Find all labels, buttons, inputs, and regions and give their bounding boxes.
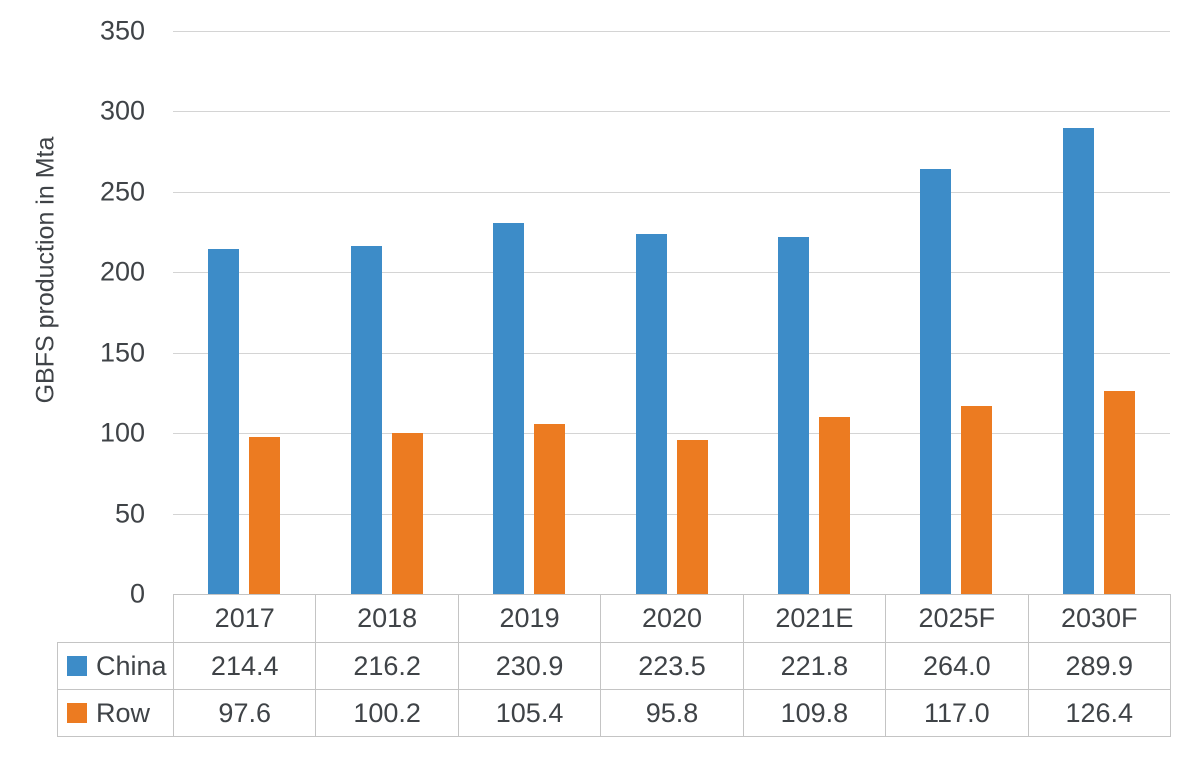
legend-label-china: China: [96, 650, 167, 681]
y-axis-tick-150: 150: [99, 337, 145, 368]
bar-china-2020: [635, 234, 667, 594]
bar-china-2017: [208, 249, 240, 594]
legend-cell-row: Row: [57, 689, 174, 737]
value-cell-china-2021e: 221.8: [742, 642, 887, 690]
legend-label-row: Row: [96, 697, 151, 728]
value-cell-row-2018: 100.2: [315, 689, 459, 737]
gridline-200: [173, 272, 1170, 274]
value-cell-row-2021e: 109.8: [742, 689, 887, 737]
value-cell-row-2025f: 117.0: [885, 689, 1029, 737]
y-axis-tick-200: 200: [99, 256, 145, 287]
table-row-row: Row 97.6 100.2 105.4 95.8 109.8 117.0 126.4: [57, 689, 1171, 737]
bar-row-2020: [676, 439, 708, 594]
gridline-50: [173, 513, 1170, 515]
bar-row-2021e: [818, 417, 850, 594]
value-cell-china-2019: 230.9: [457, 642, 602, 690]
y-axis-tick-250: 250: [99, 176, 145, 207]
bar-china-2019: [493, 222, 525, 594]
value-cell-row-2020: 95.8: [600, 689, 744, 737]
value-cell-row-2030f: 126.4: [1027, 689, 1171, 737]
value-cell-china-2025f: 264.0: [885, 642, 1029, 690]
column-header-2025f: 2025F: [885, 594, 1029, 643]
gridline-250: [173, 191, 1170, 193]
y-axis-tick-300: 300: [99, 95, 145, 126]
y-axis-tick-350: 350: [99, 15, 145, 46]
value-cell-row-2017: 97.6: [172, 689, 317, 737]
bar-row-2025f: [961, 405, 993, 594]
bar-row-2017: [249, 437, 281, 594]
column-header-2030f: 2030F: [1027, 594, 1171, 643]
table-corner-cell: [58, 595, 174, 643]
bar-row-2018: [391, 432, 423, 594]
table-row-china: China 214.4 216.2 230.9 223.5 221.8 264.0 289.9: [57, 642, 1171, 690]
column-header-2020: 2020: [600, 594, 744, 643]
legend-cell-china: China: [57, 642, 174, 690]
y-axis-tick-50: 50: [114, 498, 145, 529]
value-cell-china-2030f: 289.9: [1027, 642, 1171, 690]
gridline-150: [173, 352, 1170, 354]
bar-china-2025f: [920, 169, 952, 594]
y-axis-tick-0: 0: [129, 578, 145, 609]
legend-swatch-row-icon: [67, 702, 87, 723]
value-cell-china-2017: 214.4: [172, 642, 317, 690]
column-header-2017: 2017: [172, 594, 317, 643]
bar-row-2019: [534, 424, 566, 594]
value-cell-china-2020: 223.5: [600, 642, 744, 690]
bar-china-2021e: [777, 237, 809, 594]
column-header-2018: 2018: [315, 594, 459, 643]
value-cell-china-2018: 216.2: [315, 642, 459, 690]
bar-row-2030f: [1103, 390, 1135, 594]
column-header-2019: 2019: [457, 594, 602, 643]
bar-china-2030f: [1062, 127, 1094, 594]
gridline-100: [173, 433, 1170, 435]
legend-swatch-china-icon: [67, 655, 87, 676]
bar-china-2018: [350, 246, 382, 594]
y-axis-tick-100: 100: [99, 417, 145, 448]
plot-area: [173, 31, 1170, 594]
value-cell-row-2019: 105.4: [457, 689, 602, 737]
gridline-350: [173, 31, 1170, 32]
data-table: 2017 2018 2019 2020 2021E 2025F 2030F China 214.…: [57, 594, 1171, 737]
column-header-2021e: 2021E: [742, 594, 887, 643]
gridline-300: [173, 111, 1170, 113]
